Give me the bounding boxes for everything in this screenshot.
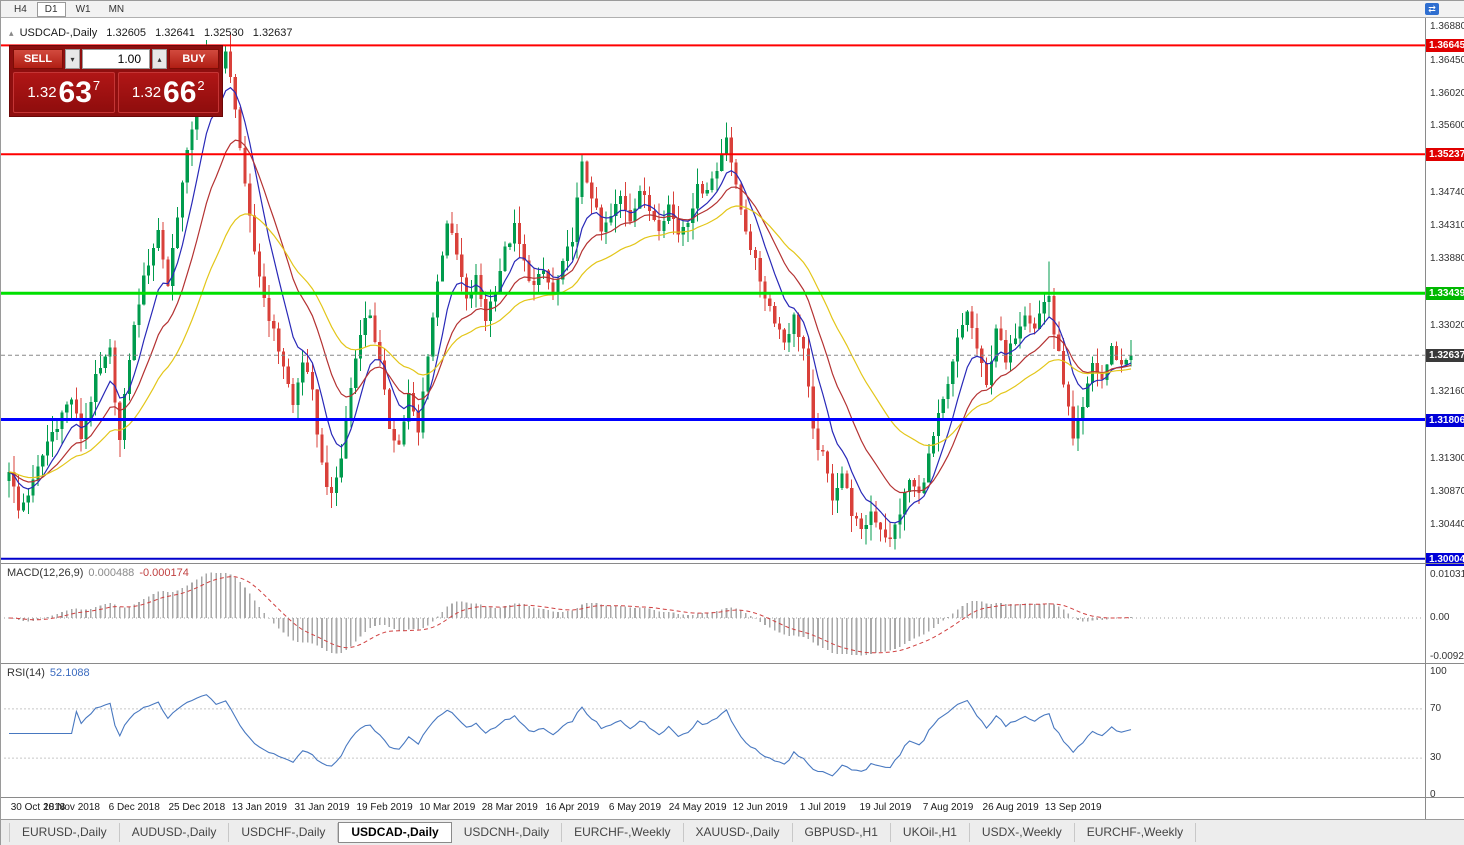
date-label: 6 May 2019 [608, 802, 662, 813]
chart-tab-audusd-daily-1[interactable]: AUDUSD-,Daily [120, 823, 230, 842]
rsi-tick-label: 100 [1430, 666, 1447, 677]
date-label: 6 Dec 2018 [108, 802, 160, 813]
date-label: 30 Oct 2018 [10, 802, 66, 813]
macd-tick-label: 0.00 [1430, 612, 1450, 623]
price-level-badge: 1.30004 [1426, 552, 1464, 566]
timeframe-button-d1[interactable]: D1 [36, 1, 66, 17]
chart-tab-xauusd-daily-6[interactable]: XAUUSD-,Daily [684, 823, 793, 842]
macd-value-signal: -0.000174 [139, 567, 189, 579]
macd-name: MACD(12,26,9) [7, 567, 84, 579]
price-tick-label: 1.31300 [1430, 452, 1464, 464]
volume-decrease-button[interactable]: ▾ [65, 49, 80, 69]
quote-high: 1.32641 [155, 27, 195, 39]
chart-canvas[interactable] [1, 18, 1425, 797]
sell-price-sup: 7 [92, 78, 101, 93]
chart-tab-gbpusd-h1-7[interactable]: GBPUSD-,H1 [793, 823, 891, 842]
chart-window: ▴ USDCAD-,Daily 1.32605 1.32641 1.32530 … [1, 18, 1464, 819]
date-label: 19 Jul 2019 [859, 802, 912, 813]
chart-title: ▴ USDCAD-,Daily 1.32605 1.32641 1.32530 … [9, 27, 299, 39]
date-label: 1 Jul 2019 [799, 802, 846, 813]
volume-input[interactable]: 1.00 [82, 49, 150, 69]
date-label: 16 Apr 2019 [545, 802, 600, 813]
rsi-name: RSI(14) [7, 667, 45, 679]
chart-tab-ukoil-h1-8[interactable]: UKOil-,H1 [891, 823, 970, 842]
macd-tick-label: 0.010311 [1430, 568, 1464, 580]
price-axis: 1.368801.364501.360201.356001.351701.347… [1425, 18, 1464, 819]
price-tick-label: 1.30440 [1430, 519, 1464, 531]
date-label: 7 Aug 2019 [922, 802, 974, 813]
timeframe-button-mn[interactable]: MN [108, 3, 125, 15]
top-toolbar: H4 D1 W1 MN ⇄ [1, 1, 1464, 18]
buy-button[interactable]: BUY [169, 49, 219, 69]
price-tick-label: 1.35600 [1430, 120, 1464, 132]
chart-marker-icon: ▴ [9, 28, 14, 38]
price-tick-label: 1.36020 [1430, 87, 1464, 99]
rsi-tick-label: 70 [1430, 702, 1442, 714]
date-label: 10 Mar 2019 [419, 802, 476, 813]
macd-value-main: 0.000488 [88, 567, 135, 579]
one-click-trade-panel: SELL ▾ 1.00 ▴ BUY 1.32 63 7 1.32 66 2 [9, 45, 223, 117]
date-label: 28 Mar 2019 [481, 802, 538, 813]
date-label: 19 Feb 2019 [356, 802, 413, 813]
chart-tab-usdcnh-daily-4[interactable]: USDCNH-,Daily [452, 823, 563, 842]
date-label: 12 Jun 2019 [732, 802, 788, 813]
macd-label: MACD(12,26,9) 0.000488 -0.000174 [7, 567, 194, 579]
rsi-value: 52.1088 [49, 667, 90, 679]
quote-low: 1.32530 [203, 27, 244, 39]
chart-tab-eurchf-weekly-10[interactable]: EURCHF-,Weekly [1075, 823, 1197, 842]
date-label: 31 Jan 2019 [294, 802, 350, 813]
buy-price-display[interactable]: 1.32 66 2 [117, 72, 219, 113]
buy-price-big: 66 [163, 75, 197, 109]
price-tick-label: 1.33880 [1430, 253, 1464, 265]
buy-price-sup: 2 [197, 78, 205, 93]
chart-tab-usdcad-daily-3[interactable]: USDCAD-,Daily [338, 822, 452, 843]
price-tick-label: 1.36450 [1430, 54, 1464, 66]
chart-tab-eurusd-daily-0[interactable]: EURUSD-,Daily [9, 823, 120, 842]
chart-tab-eurchf-weekly-5[interactable]: EURCHF-,Weekly [562, 823, 684, 842]
sell-price-big: 63 [58, 75, 92, 109]
sell-price-prefix: 1.32 [27, 84, 57, 101]
price-tick-label: 1.36880 [1430, 21, 1464, 33]
rsi-label: RSI(14) 52.1088 [7, 667, 95, 679]
timeframe-button-h4[interactable]: H4 [14, 3, 27, 15]
price-level-badge: 1.36645 [1426, 39, 1464, 53]
date-label: 13 Jan 2019 [231, 802, 287, 813]
price-level-badge: 1.33439 [1426, 287, 1464, 301]
date-label: 24 May 2019 [668, 802, 727, 813]
price-level-badge: 1.35237 [1426, 148, 1464, 162]
date-label: 26 Aug 2019 [982, 802, 1039, 813]
rsi-tick-label: 0 [1430, 789, 1436, 800]
price-level-badge: 1.31806 [1426, 413, 1464, 427]
sell-button[interactable]: SELL [13, 49, 63, 69]
volume-increase-button[interactable]: ▴ [152, 49, 167, 69]
price-level-badge: 1.32637 [1426, 349, 1464, 363]
panel-separator[interactable] [1, 563, 1464, 564]
price-tick-label: 1.34740 [1430, 186, 1464, 198]
chart-window-icon[interactable]: ⇄ [1425, 3, 1439, 15]
macd-tick-label: -0.0092003 [1430, 650, 1464, 662]
timeframe-button-w1[interactable]: W1 [75, 3, 91, 15]
quote-close: 1.32637 [252, 27, 293, 39]
date-axis: 30 Oct 2018 18 Nov 2018 6 Dec 2018 25 Dec 2… [1, 797, 1425, 819]
price-tick-label: 1.32160 [1430, 386, 1464, 398]
date-label: 18 Nov 2018 [43, 802, 100, 813]
price-tick-label: 1.33020 [1430, 319, 1464, 331]
rsi-tick-label: 30 [1430, 752, 1442, 764]
chart-tab-bar: EURUSD-,Daily AUDUSD-,Daily USDCHF-,Daily U… [1, 819, 1464, 845]
price-tick-label: 1.34310 [1430, 219, 1464, 231]
symbol-name: USDCAD-,Daily [19, 27, 98, 39]
sell-price-display[interactable]: 1.32 63 7 [13, 72, 115, 113]
timeframe-button-group: H4 D1 W1 MN [6, 1, 134, 17]
date-label: 13 Sep 2019 [1044, 802, 1102, 813]
panel-separator[interactable] [1, 663, 1464, 664]
panel-separator [1, 797, 1464, 798]
quote-open: 1.32605 [106, 27, 147, 39]
chart-tab-usdchf-daily-2[interactable]: USDCHF-,Daily [229, 823, 339, 842]
buy-price-prefix: 1.32 [131, 84, 162, 101]
chart-tab-usdx-weekly-9[interactable]: USDX-,Weekly [970, 823, 1075, 842]
price-tick-label: 1.30870 [1430, 485, 1464, 497]
date-label: 25 Dec 2018 [168, 802, 226, 813]
